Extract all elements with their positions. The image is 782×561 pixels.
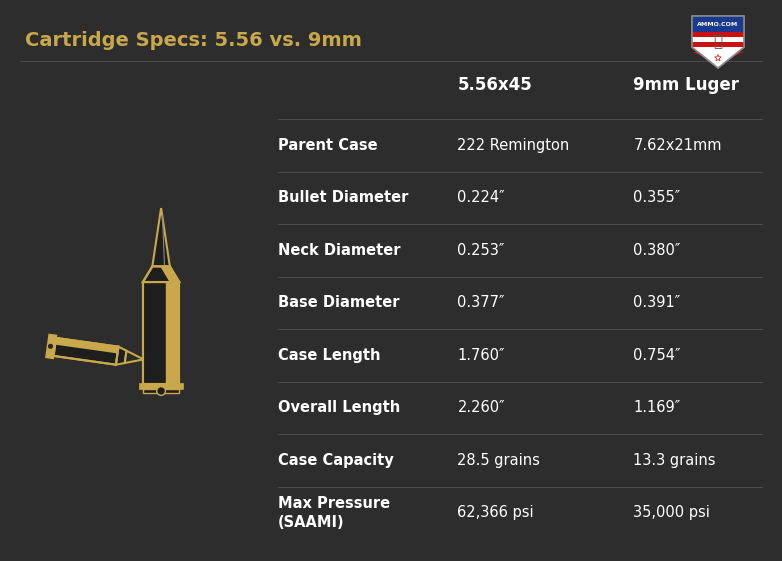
Polygon shape bbox=[46, 334, 56, 358]
Polygon shape bbox=[143, 282, 179, 384]
Text: 〜: 〜 bbox=[713, 34, 723, 49]
Text: 0.380″: 0.380″ bbox=[633, 243, 681, 257]
Polygon shape bbox=[139, 384, 183, 389]
Polygon shape bbox=[692, 16, 744, 68]
Text: 62,366 psi: 62,366 psi bbox=[457, 505, 534, 520]
Polygon shape bbox=[692, 32, 744, 37]
Text: Case Capacity: Case Capacity bbox=[278, 453, 393, 468]
Text: Neck Diameter: Neck Diameter bbox=[278, 243, 400, 257]
Polygon shape bbox=[692, 47, 744, 68]
Polygon shape bbox=[692, 47, 744, 52]
Text: 0.253″: 0.253″ bbox=[457, 243, 505, 257]
Text: 2.260″: 2.260″ bbox=[457, 400, 505, 415]
Text: Bullet Diameter: Bullet Diameter bbox=[278, 190, 408, 205]
Text: 0.224″: 0.224″ bbox=[457, 190, 505, 205]
Text: Case Length: Case Length bbox=[278, 348, 380, 363]
Text: Parent Case: Parent Case bbox=[278, 138, 377, 153]
Text: 35,000 psi: 35,000 psi bbox=[633, 505, 710, 520]
Polygon shape bbox=[692, 42, 744, 47]
Polygon shape bbox=[715, 54, 721, 61]
Polygon shape bbox=[143, 266, 179, 282]
Polygon shape bbox=[160, 266, 179, 282]
Text: 222 Remington: 222 Remington bbox=[457, 138, 570, 153]
Text: 9mm Luger: 9mm Luger bbox=[633, 76, 740, 94]
Polygon shape bbox=[152, 208, 170, 266]
Polygon shape bbox=[116, 347, 127, 365]
Polygon shape bbox=[692, 37, 744, 42]
Text: 1.169″: 1.169″ bbox=[633, 400, 680, 415]
Text: 0.754″: 0.754″ bbox=[633, 348, 681, 363]
Polygon shape bbox=[125, 351, 144, 363]
Polygon shape bbox=[143, 389, 179, 393]
Text: Overall Length: Overall Length bbox=[278, 400, 400, 415]
Text: 0.377″: 0.377″ bbox=[457, 295, 505, 310]
Text: 28.5 grains: 28.5 grains bbox=[457, 453, 540, 468]
Polygon shape bbox=[55, 338, 119, 353]
Text: Max Pressure
(SAAMI): Max Pressure (SAAMI) bbox=[278, 496, 389, 530]
Polygon shape bbox=[53, 338, 119, 365]
Text: 7.62x21mm: 7.62x21mm bbox=[633, 138, 722, 153]
Polygon shape bbox=[692, 52, 744, 57]
Circle shape bbox=[48, 343, 54, 350]
Text: AMMO.COM: AMMO.COM bbox=[698, 21, 739, 26]
Polygon shape bbox=[692, 16, 744, 32]
Text: 13.3 grains: 13.3 grains bbox=[633, 453, 716, 468]
Polygon shape bbox=[166, 282, 179, 384]
Text: Cartridge Specs: 5.56 vs. 9mm: Cartridge Specs: 5.56 vs. 9mm bbox=[25, 31, 362, 50]
Circle shape bbox=[156, 387, 166, 396]
Text: Base Diameter: Base Diameter bbox=[278, 295, 399, 310]
Text: 1.760″: 1.760″ bbox=[457, 348, 505, 363]
Text: 5.56x45: 5.56x45 bbox=[457, 76, 533, 94]
Text: 0.355″: 0.355″ bbox=[633, 190, 680, 205]
Text: 0.391″: 0.391″ bbox=[633, 295, 680, 310]
